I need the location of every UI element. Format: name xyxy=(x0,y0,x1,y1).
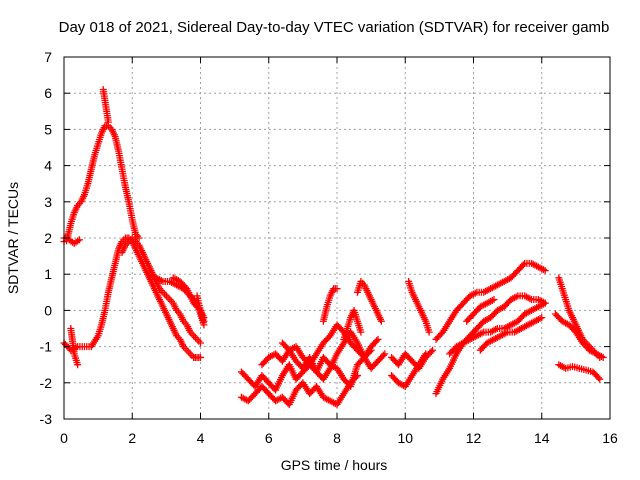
x-tick-label: 14 xyxy=(534,430,550,446)
y-tick-label: 4 xyxy=(44,158,52,174)
x-tick-label: 2 xyxy=(128,430,136,446)
data-point xyxy=(381,350,389,358)
y-tick-label: 7 xyxy=(44,49,52,65)
data-point xyxy=(104,118,112,126)
series-4 xyxy=(67,325,82,369)
data-point xyxy=(599,353,607,361)
data-point xyxy=(352,373,360,381)
series-14 xyxy=(353,277,385,325)
data-point xyxy=(429,346,437,354)
data-point xyxy=(490,296,498,304)
grid-lines xyxy=(64,57,610,419)
series-10 xyxy=(237,372,361,409)
chart-title: Day 018 of 2021, Sidereal Day-to-day VTE… xyxy=(59,19,610,36)
x-tick-labels: 0 2 4 6 8 10 12 14 16 xyxy=(60,57,618,446)
data-point xyxy=(197,353,204,361)
x-tick-label: 4 xyxy=(197,430,205,446)
x-tick-label: 10 xyxy=(397,430,413,446)
series-17 xyxy=(388,350,430,390)
data-point xyxy=(594,374,602,382)
data-point xyxy=(135,234,143,242)
series-13 xyxy=(319,285,341,325)
series-15 xyxy=(340,306,365,343)
x-tick-label: 6 xyxy=(265,430,273,446)
data-point xyxy=(596,375,604,383)
data-point xyxy=(373,337,381,345)
series-8 xyxy=(193,292,208,325)
y-tick-label: 3 xyxy=(44,194,52,210)
data-point xyxy=(357,328,365,336)
series-23 xyxy=(463,296,498,325)
y-tick-label: -1 xyxy=(40,339,53,355)
y-tick-labels: -3 -2 -1 0 1 2 3 4 5 6 7 xyxy=(40,49,610,427)
data-point xyxy=(353,372,361,380)
x-tick-label: 8 xyxy=(333,430,341,446)
data-point xyxy=(379,351,387,359)
series-26 xyxy=(555,361,604,383)
series-25 xyxy=(551,310,607,361)
data-point xyxy=(538,314,546,322)
data-point xyxy=(377,317,385,325)
data-point xyxy=(422,350,430,358)
data-marks xyxy=(60,86,607,409)
y-tick-label: 2 xyxy=(44,230,52,246)
data-point xyxy=(75,236,83,244)
x-tick-label: 16 xyxy=(602,430,618,446)
series-24 xyxy=(555,274,604,361)
series-2 xyxy=(99,86,112,126)
data-point xyxy=(181,283,189,291)
series-19 xyxy=(432,259,549,343)
data-point xyxy=(200,317,208,325)
data-point xyxy=(197,339,204,347)
series-21 xyxy=(446,299,549,358)
series-16 xyxy=(388,346,437,372)
y-tick-label: 1 xyxy=(44,266,52,282)
data-point xyxy=(425,328,433,336)
series-22 xyxy=(476,314,546,354)
y-axis-label: SDTVAR / TECUs xyxy=(5,182,21,294)
data-point xyxy=(74,361,82,369)
series-0 xyxy=(60,122,143,242)
data-point xyxy=(519,261,527,269)
series-18 xyxy=(405,277,433,336)
y-tick-label: -3 xyxy=(40,411,53,427)
x-axis-label: GPS time / hours xyxy=(281,457,388,473)
y-tick-label: 6 xyxy=(44,85,52,101)
y-tick-label: -2 xyxy=(40,375,53,391)
data-point xyxy=(541,299,549,307)
data-point xyxy=(333,285,341,293)
data-point xyxy=(374,335,382,343)
y-tick-label: 5 xyxy=(44,121,52,137)
data-point xyxy=(427,348,435,356)
y-tick-label: 0 xyxy=(44,302,52,318)
data-point xyxy=(541,267,549,275)
series-12 xyxy=(278,328,389,383)
x-tick-label: 0 xyxy=(60,430,68,446)
x-tick-label: 12 xyxy=(466,430,482,446)
